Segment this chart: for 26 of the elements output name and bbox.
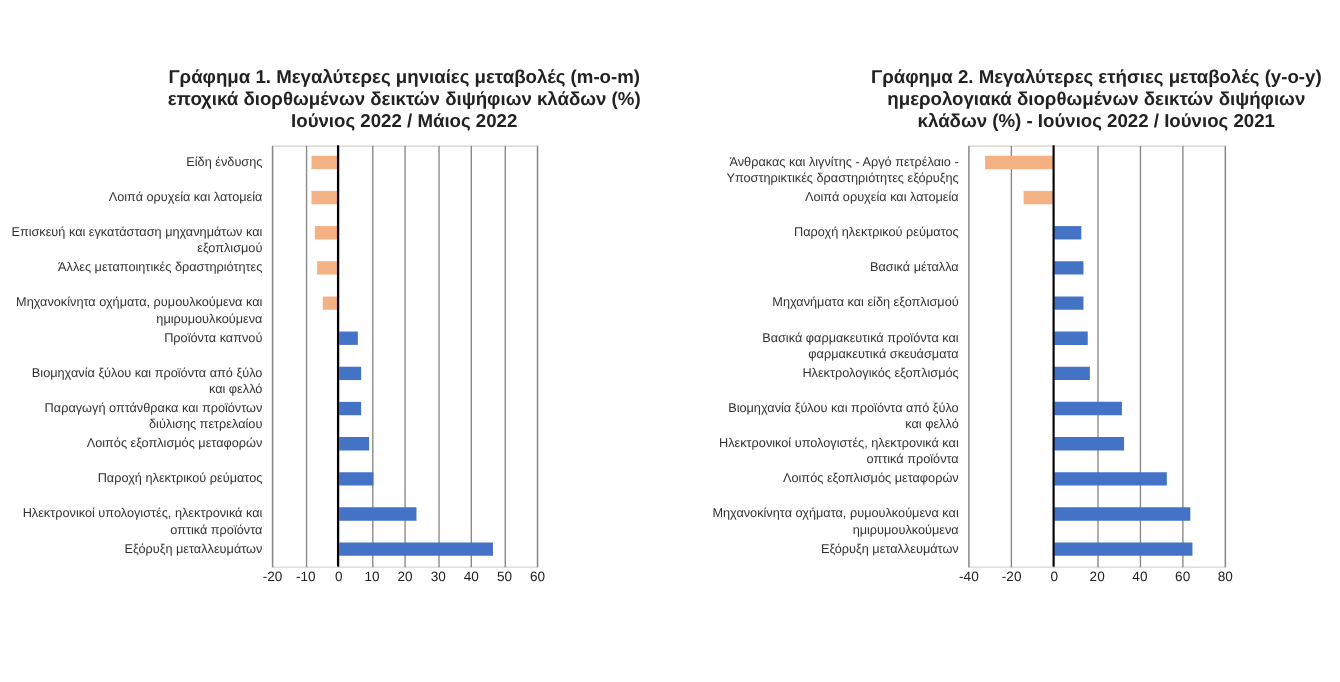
bar	[1023, 190, 1054, 205]
bar	[337, 472, 374, 486]
bar	[337, 437, 370, 451]
bar	[1053, 366, 1090, 381]
bar	[1053, 261, 1084, 275]
chart-title: Γράφημα 2. Μεγαλύτερες ετήσιες μεταβολές (y-o-y) ημερολογιακά διορθωμένων δεικτών διψήφιων κλάδων (%) - Ιούνιος 2022 / Ιούνιος 2021	[870, 67, 1322, 132]
bar	[1053, 437, 1125, 451]
bar	[985, 155, 1054, 170]
bar	[1053, 296, 1084, 310]
bar	[1053, 472, 1167, 486]
bar	[1053, 542, 1193, 556]
bar	[337, 507, 417, 521]
bar	[317, 261, 338, 275]
bar	[1053, 507, 1191, 521]
bar	[337, 401, 362, 416]
bar	[337, 542, 493, 556]
bar	[322, 296, 338, 310]
bar	[314, 226, 338, 240]
bar	[337, 366, 362, 381]
bar	[311, 155, 338, 170]
bar	[1053, 401, 1122, 416]
bar	[1053, 331, 1088, 345]
bar	[311, 190, 338, 205]
bar	[1053, 226, 1082, 240]
bar	[337, 331, 358, 345]
chart-title: Γράφημα 1. Μεγαλύτερες μηνιαίες μεταβολές (m-o-m) εποχικά διορθωμένων δεικτών διψήφιων κλάδων (%) Ιούνιος 2022 / Μάιος 2022	[167, 67, 641, 132]
